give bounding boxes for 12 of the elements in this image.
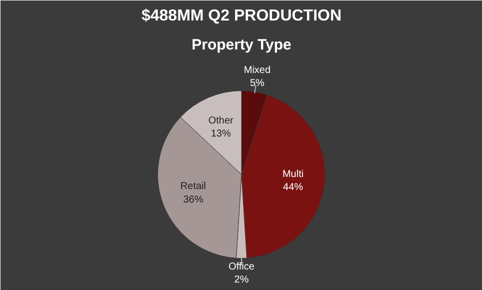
- slice-label: Mixed: [244, 64, 271, 76]
- data-label: 44%: [283, 182, 304, 193]
- slice-label: Multi: [282, 168, 304, 180]
- data-label: 36%: [183, 194, 204, 206]
- slice-label: Office: [228, 261, 255, 272]
- slice-label: Other: [208, 116, 234, 127]
- chart-subtitle: Property Type: [192, 36, 292, 54]
- data-label: 13%: [210, 128, 231, 140]
- data-label: 5%: [250, 78, 265, 89]
- slice-label: Retail: [180, 181, 206, 192]
- chart-title: $488MM Q2 PRODUCTION: [141, 8, 342, 24]
- data-label: 2%: [234, 274, 249, 286]
